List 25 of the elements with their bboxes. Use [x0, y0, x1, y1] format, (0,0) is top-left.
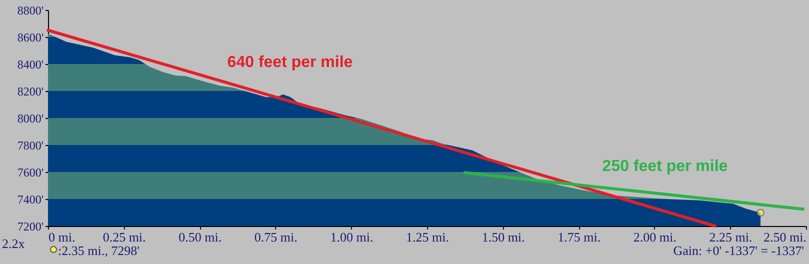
x-tick-label: 0.25 mi. [102, 230, 146, 244]
annotation: 640 feet per mile [227, 54, 353, 71]
x-tick-label: 2.25 mi. [709, 230, 752, 244]
text: :2.35 mi., 7298' [58, 243, 140, 258]
x-tick-label: 0.50 mi. [178, 230, 222, 244]
x-tick-label: 1.50 mi. [482, 230, 525, 244]
x-tick-label: 1.25 mi. [406, 230, 449, 244]
x-tick-label: 0.75 mi. [254, 230, 298, 244]
x-tick-label: 1.75 mi. [558, 230, 601, 244]
y-tick-label: 8800' [17, 4, 44, 18]
y-tick-label: 7800' [17, 138, 44, 152]
x-tick-label: 0 mi. [48, 230, 76, 244]
x-tick-label: 2.50 mi. [764, 230, 806, 244]
y-tick-label: 7600' [17, 166, 44, 180]
y-tick-label: 8600' [17, 30, 44, 44]
y-tick-label: 7400' [17, 192, 44, 206]
y-tick-label: 8000' [17, 112, 44, 126]
annotation: 250 feet per mile [602, 158, 728, 175]
text: Gain: +0' -1337' = -1337' [673, 243, 804, 258]
text: 2.2x [2, 236, 26, 251]
x-tick-label: 1.00 mi. [330, 230, 374, 244]
y-tick-label: 8200' [17, 84, 44, 98]
x-tick-label: 2.00 mi. [633, 230, 676, 244]
y-tick-label: 7200' [17, 220, 44, 234]
y-tick-label: 8400' [17, 58, 44, 72]
